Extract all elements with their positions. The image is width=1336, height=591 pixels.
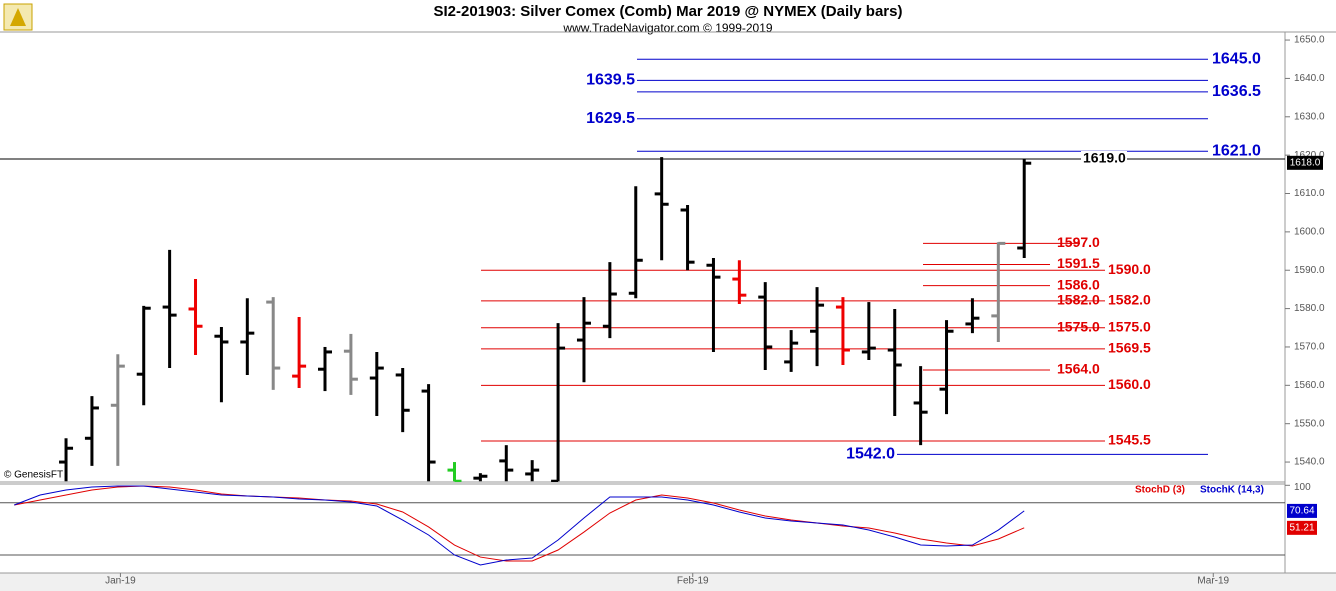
last-price-box (1287, 155, 1323, 170)
level-label: 1586.0 (1057, 276, 1100, 292)
price-panel (0, 58, 1285, 482)
y-tick-label: 1550.0 (1294, 418, 1325, 429)
logo (3, 3, 33, 31)
x-tick-label: Feb-19 (677, 576, 709, 587)
level-label: 1575.0 (1057, 318, 1100, 334)
level-label: 1636.5 (1212, 83, 1261, 100)
level-label: 1582.0 (1108, 292, 1151, 308)
stoch-line (14, 485, 1025, 566)
y-tick-label: 1540.0 (1294, 457, 1325, 468)
x-tick-label: Mar-19 (1197, 576, 1229, 587)
level-label: 1582.0 (1057, 292, 1100, 308)
legend-entry: StochK (14,3) (1200, 485, 1264, 496)
date-strip (0, 573, 1336, 591)
y-tick-label: 1650.0 (1294, 35, 1325, 46)
y-tick-label: 1560.0 (1294, 380, 1325, 391)
value-label: 51.21 (1289, 522, 1314, 533)
level-label: 1597.0 (1057, 234, 1100, 250)
level-label: 1575.0 (1108, 318, 1151, 334)
level-label: 1629.5 (586, 110, 635, 127)
y-tick-label: 1590.0 (1294, 265, 1325, 276)
level-label: 1639.5 (586, 72, 635, 89)
overlay: 1540.0 1550.0 1560.0 1570.0 1580.0 1590.0 1600… (105, 35, 1325, 587)
stoch-panel (0, 485, 1285, 566)
value-box (1287, 503, 1317, 518)
level-label: 1621.0 (1212, 143, 1261, 160)
value-label: 70.64 (1289, 506, 1314, 517)
last-price-label: 1618.0 (1290, 157, 1321, 168)
level-label: 1560.0 (1108, 376, 1151, 392)
y-tick-label: 1630.0 (1294, 111, 1325, 122)
level-label: 1590.0 (1108, 261, 1151, 277)
x-tick-label: Jan-19 (105, 576, 136, 587)
y-tick-label: 1570.0 (1294, 342, 1325, 353)
stoch-line (14, 485, 1025, 562)
label-bg (1081, 150, 1127, 167)
y-tick-label: 100 (1294, 482, 1311, 493)
legend-entry: StochD (3) (1135, 485, 1185, 496)
y-tick-label: 1600.0 (1294, 227, 1325, 238)
y-tick-label: 1580.0 (1294, 303, 1325, 314)
value-box (1287, 520, 1317, 535)
header-bg (0, 0, 1336, 32)
chart-title: SI2-201903: Silver Comex (Comb) Mar 2019… (434, 3, 903, 20)
y-tick-label: 1640.0 (1294, 73, 1325, 84)
level-label: 1564.0 (1057, 361, 1100, 377)
chart-subtitle: www.TradeNavigator.com © 1999-2019 (562, 21, 772, 35)
level-label: 1619.0 (1083, 150, 1126, 166)
level-label: 1545.5 (1108, 432, 1151, 448)
y-tick-label: 1620.0 (1294, 150, 1325, 161)
level-label: 1645.0 (1212, 50, 1261, 67)
level-label: 1542.0 (846, 446, 895, 463)
level-label: 1569.5 (1108, 340, 1151, 356)
level-label: 1591.5 (1057, 255, 1100, 271)
y-tick-label: 1610.0 (1294, 188, 1325, 199)
annotation: © GenesisFT (4, 470, 63, 481)
